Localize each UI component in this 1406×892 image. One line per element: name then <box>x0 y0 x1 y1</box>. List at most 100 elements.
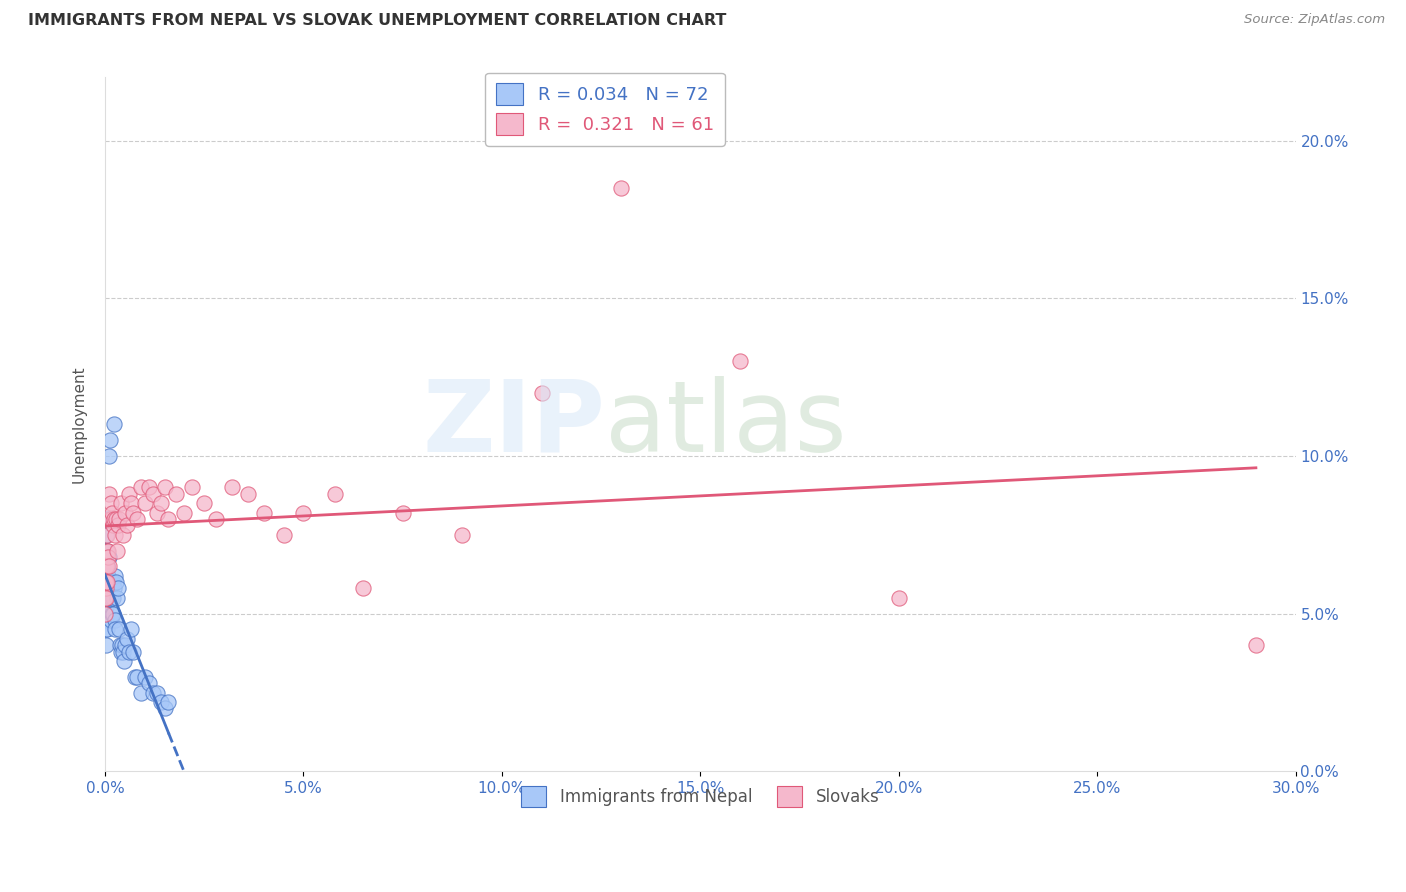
Point <box>153 481 176 495</box>
Point <box>118 487 141 501</box>
Point <box>96 543 118 558</box>
Point <box>124 670 146 684</box>
Point <box>96 591 118 605</box>
Point <box>100 591 122 605</box>
Point <box>114 638 136 652</box>
Point <box>145 506 167 520</box>
Point <box>97 582 120 596</box>
Point <box>323 487 346 501</box>
Point <box>96 512 118 526</box>
Point <box>101 607 124 621</box>
Point <box>96 575 118 590</box>
Point <box>111 644 134 658</box>
Point <box>96 559 118 574</box>
Point <box>100 575 122 590</box>
Point <box>94 575 117 590</box>
Point <box>98 512 121 526</box>
Point <box>111 638 134 652</box>
Point <box>273 528 295 542</box>
Point <box>96 528 118 542</box>
Point <box>129 481 152 495</box>
Point <box>104 613 127 627</box>
Point <box>96 559 118 574</box>
Point <box>94 607 117 621</box>
Point <box>165 487 187 501</box>
Point <box>610 181 633 195</box>
Point <box>100 575 122 590</box>
Point <box>110 496 132 510</box>
Point <box>96 559 118 574</box>
Point <box>104 623 127 637</box>
Point <box>253 506 276 520</box>
Point <box>100 613 122 627</box>
Point <box>97 559 120 574</box>
Point <box>101 591 124 605</box>
Point <box>94 559 117 574</box>
Point <box>97 569 120 583</box>
Point <box>108 638 131 652</box>
Point <box>94 582 117 596</box>
Point <box>111 528 134 542</box>
Point <box>149 695 172 709</box>
Point <box>391 506 413 520</box>
Point <box>108 623 131 637</box>
Point <box>114 506 136 520</box>
Point <box>94 591 117 605</box>
Point <box>96 591 118 605</box>
Point <box>94 607 117 621</box>
Point <box>105 575 128 590</box>
Point <box>100 512 122 526</box>
Point <box>157 512 180 526</box>
Point <box>728 354 751 368</box>
Point <box>236 487 259 501</box>
Point <box>118 644 141 658</box>
Point <box>101 518 124 533</box>
Point <box>94 600 117 615</box>
Point <box>96 623 118 637</box>
Point <box>103 417 125 432</box>
Point <box>352 582 374 596</box>
Point <box>221 481 243 495</box>
Point <box>107 518 129 533</box>
Point <box>94 623 117 637</box>
Point <box>292 506 315 520</box>
Point <box>97 549 120 564</box>
Point <box>94 591 117 605</box>
Point <box>96 528 118 542</box>
Point <box>134 496 156 510</box>
Point <box>94 569 117 583</box>
Point <box>142 685 165 699</box>
Point <box>145 685 167 699</box>
Point <box>125 670 148 684</box>
Point <box>100 496 122 510</box>
Point <box>96 607 118 621</box>
Point <box>97 591 120 605</box>
Legend: Immigrants from Nepal, Slovaks: Immigrants from Nepal, Slovaks <box>513 778 887 815</box>
Point <box>103 607 125 621</box>
Point <box>94 613 117 627</box>
Point <box>94 591 117 605</box>
Point <box>97 543 120 558</box>
Point <box>115 632 138 646</box>
Point <box>120 496 142 510</box>
Point <box>94 575 117 590</box>
Text: Source: ZipAtlas.com: Source: ZipAtlas.com <box>1244 13 1385 27</box>
Point <box>98 433 121 447</box>
Point <box>98 449 121 463</box>
Point <box>112 654 135 668</box>
Point <box>108 512 131 526</box>
Point <box>451 528 474 542</box>
Point <box>97 549 120 564</box>
Text: ZIP: ZIP <box>422 376 605 473</box>
Point <box>97 575 120 590</box>
Point <box>94 543 117 558</box>
Point <box>120 623 142 637</box>
Point <box>94 575 117 590</box>
Point <box>110 644 132 658</box>
Point <box>105 591 128 605</box>
Point <box>101 575 124 590</box>
Point <box>97 487 120 501</box>
Point <box>138 481 160 495</box>
Point <box>98 582 121 596</box>
Point <box>107 582 129 596</box>
